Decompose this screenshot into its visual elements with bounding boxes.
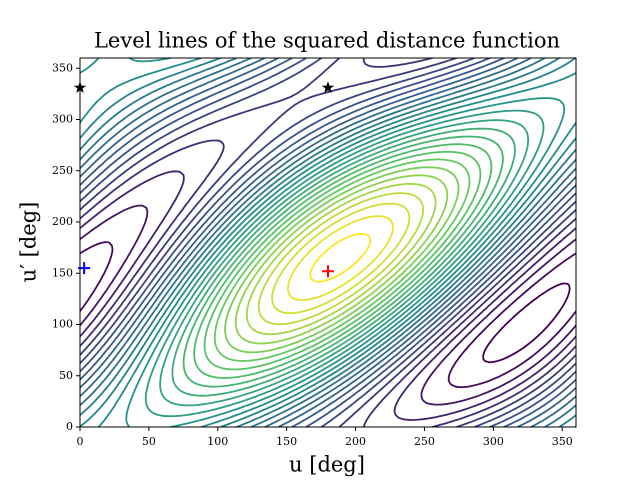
contour-line [271, 202, 411, 315]
y-tick-label: 350 [52, 61, 73, 74]
x-axis-label: u [deg] [289, 453, 365, 477]
axes-frame [79, 57, 577, 428]
y-tick-label: 300 [52, 113, 73, 126]
plus-marker [322, 265, 334, 278]
contour-line [182, 135, 504, 388]
contour-line [203, 150, 482, 371]
x-tick-label: 50 [142, 435, 156, 448]
contour-line [309, 232, 372, 283]
contour-line [213, 158, 471, 362]
y-axis-label: u′ [deg] [17, 202, 41, 283]
x-tick-label: 150 [276, 435, 297, 448]
contour-line [80, 204, 576, 406]
contour-line [245, 182, 437, 336]
contour-line [80, 58, 576, 427]
x-tick-label: 0 [77, 435, 84, 448]
y-tick-label: 200 [52, 215, 73, 228]
y-tick-label: 50 [59, 369, 73, 382]
contour-line [80, 170, 576, 421]
contour-lines [80, 58, 576, 427]
y-tick-label: 250 [52, 164, 73, 177]
contour-line [80, 58, 576, 427]
y-tick-label: 100 [52, 318, 73, 331]
x-tick-label: 250 [414, 435, 435, 448]
contour-line [287, 215, 394, 301]
contour-line [125, 58, 566, 427]
y-tick-label: 0 [66, 420, 73, 433]
y-tick-label: 150 [52, 266, 73, 279]
contour-line [257, 192, 425, 326]
x-tick-label: 350 [552, 435, 573, 448]
contour-line [193, 143, 493, 379]
contour-line [80, 58, 576, 427]
contour-line [80, 58, 576, 427]
contour-line [80, 241, 576, 389]
x-tick-label: 100 [207, 435, 228, 448]
x-tick-label: 200 [345, 435, 366, 448]
contour-line [80, 58, 576, 427]
x-tick-label: 300 [483, 435, 504, 448]
contour-line [144, 109, 545, 418]
star-marker [321, 81, 335, 93]
contour-line [224, 166, 460, 354]
contour-line [159, 119, 529, 407]
chart-title: Level lines of the squared distance func… [94, 29, 560, 53]
contour-line [234, 174, 449, 345]
contour-line [171, 127, 516, 397]
contour-line [482, 282, 571, 364]
